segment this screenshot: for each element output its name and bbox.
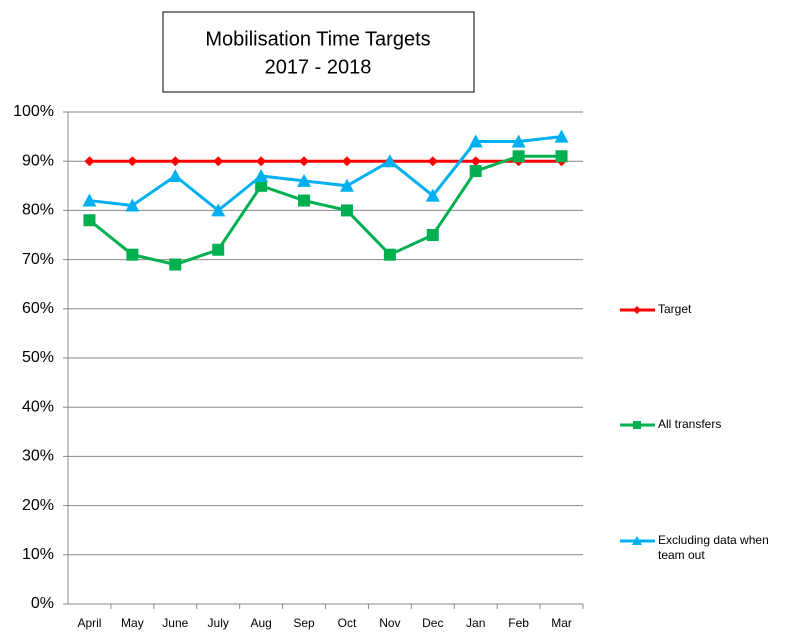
marker <box>511 134 526 148</box>
marker <box>255 179 268 192</box>
marker <box>512 150 525 163</box>
marker <box>170 156 181 167</box>
marker <box>383 248 396 261</box>
marker <box>169 258 182 271</box>
marker <box>555 150 568 163</box>
marker <box>382 154 397 168</box>
y-tick-label: 10% <box>22 546 54 563</box>
marker <box>632 536 642 545</box>
legend-label: All transfers <box>658 417 722 431</box>
marker <box>168 168 183 182</box>
marker <box>554 129 569 143</box>
y-tick-label: 50% <box>22 349 54 366</box>
marker <box>125 198 140 212</box>
series-line <box>89 135 562 213</box>
series-line <box>88 154 562 267</box>
marker <box>83 214 96 227</box>
marker <box>298 194 311 207</box>
y-tick-label: 40% <box>22 398 54 415</box>
x-tick-label: July <box>208 616 229 630</box>
marker <box>254 168 269 182</box>
marker <box>211 203 226 217</box>
x-tick-label: Jan <box>466 616 485 630</box>
marker <box>256 156 267 167</box>
x-tick-label: Dec <box>422 616 443 630</box>
x-tick-label: Sep <box>293 616 315 630</box>
y-tick-label: 60% <box>22 300 54 317</box>
y-tick-label: 70% <box>22 251 54 268</box>
marker <box>126 248 139 261</box>
title-box <box>162 11 475 93</box>
marker <box>425 188 440 202</box>
x-tick-label: Mar <box>551 616 572 630</box>
marker <box>340 204 353 217</box>
marker <box>468 134 483 148</box>
marker <box>341 156 352 167</box>
y-tick-label: 90% <box>22 152 54 169</box>
x-tick-label: June <box>162 616 188 630</box>
marker <box>84 156 95 167</box>
x-tick-label: Oct <box>338 616 357 630</box>
x-tick-label: April <box>77 616 101 630</box>
marker <box>127 156 138 167</box>
marker <box>82 193 97 207</box>
x-tick-label: Aug <box>250 616 271 630</box>
marker <box>213 156 224 167</box>
x-tick-label: May <box>121 616 144 630</box>
chart-subtitle: 2017 - 2018 <box>265 56 372 78</box>
x-tick-label: Nov <box>379 616 400 630</box>
chart-title: Mobilisation Time Targets <box>205 28 430 50</box>
marker <box>469 165 482 178</box>
marker <box>427 156 438 167</box>
marker <box>633 421 641 429</box>
y-tick-label: 0% <box>31 595 54 612</box>
marker <box>299 156 310 167</box>
y-tick-label: 100% <box>13 103 54 120</box>
marker <box>426 229 439 241</box>
marker <box>212 243 225 256</box>
marker <box>297 173 312 187</box>
x-tick-label: Feb <box>508 616 529 630</box>
y-tick-label: 20% <box>22 497 54 514</box>
y-tick-label: 30% <box>22 448 54 465</box>
marker <box>633 306 641 314</box>
y-tick-label: 80% <box>22 202 54 219</box>
legend-label: Excluding data when team out <box>658 533 769 562</box>
legend-label: Target <box>658 302 692 316</box>
marker <box>470 156 481 167</box>
marker <box>339 178 354 192</box>
